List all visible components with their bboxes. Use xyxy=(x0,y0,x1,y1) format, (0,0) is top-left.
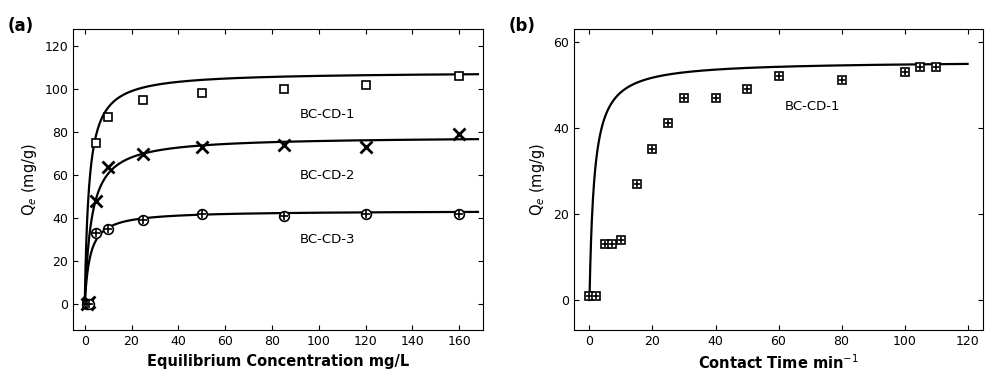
Text: BC-CD-2: BC-CD-2 xyxy=(300,168,356,182)
Text: BC-CD-1: BC-CD-1 xyxy=(300,108,356,121)
Text: BC-CD-3: BC-CD-3 xyxy=(300,233,356,246)
Text: BC-CD-1: BC-CD-1 xyxy=(785,100,840,113)
X-axis label: Equilibrium Concentration mg/L: Equilibrium Concentration mg/L xyxy=(147,354,409,369)
Text: (b): (b) xyxy=(508,17,535,35)
Y-axis label: Q$_e$ (mg/g): Q$_e$ (mg/g) xyxy=(528,143,547,216)
Y-axis label: Q$_e$ (mg/g): Q$_e$ (mg/g) xyxy=(20,143,39,216)
X-axis label: Contact Time min$^{-1}$: Contact Time min$^{-1}$ xyxy=(698,354,859,372)
Text: (a): (a) xyxy=(7,17,34,35)
